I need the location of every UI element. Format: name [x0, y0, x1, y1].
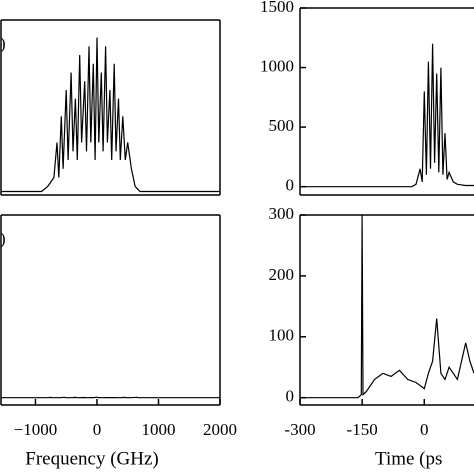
x-tick-label: 2000	[203, 420, 237, 439]
x-axis-label: Frequency (GHz)	[25, 448, 158, 469]
y-tick-label: 0	[286, 176, 295, 195]
y-tick-label: 1500	[260, 0, 294, 16]
x-tick-label: 1000	[141, 420, 175, 439]
x-tick-label: 0	[420, 420, 429, 439]
x-tick-label: -150	[347, 420, 378, 439]
y-tick-label: 1000	[260, 56, 294, 75]
spectrum-line	[1, 37, 220, 193]
y-tick-label: 0	[286, 387, 295, 406]
y-tick-label: 500	[269, 116, 295, 135]
spectrum-line	[1, 396, 220, 399]
panel-label: )	[0, 34, 6, 53]
panel-label: )	[0, 229, 6, 248]
x-tick-label: 0	[93, 420, 102, 439]
y-tick-label: 300	[269, 204, 295, 223]
x-tick-label: −1000	[14, 420, 58, 439]
x-tick-label: -300	[284, 420, 315, 439]
spectrum-line	[300, 214, 474, 399]
y-tick-label: 200	[269, 265, 295, 284]
spectrum-line	[300, 43, 474, 188]
y-tick-label: 100	[269, 326, 295, 345]
x-axis-label: Time (ps	[375, 448, 442, 469]
